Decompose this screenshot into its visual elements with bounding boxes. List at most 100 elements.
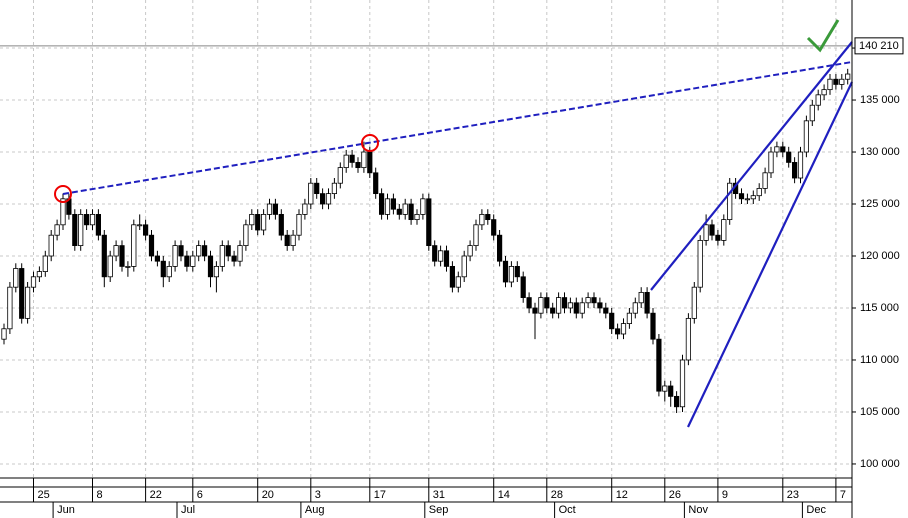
y-tick-label: 125 000	[860, 198, 900, 210]
month-label: Oct	[559, 504, 576, 516]
candle-body	[396, 208, 402, 215]
candle-body	[768, 151, 774, 174]
highlight-circle	[54, 185, 72, 203]
candle-body	[426, 198, 432, 247]
candle-body	[780, 146, 786, 153]
y-tick-label: 120 000	[860, 250, 900, 262]
candle-body	[349, 154, 355, 163]
axes: 100 000 105 000 110 000 115 000 120 000 125 0…	[33, 0, 904, 518]
candle-body	[833, 78, 839, 85]
candle-body	[792, 162, 798, 179]
candle-body	[361, 151, 367, 169]
candle-body	[178, 245, 184, 257]
candle-body	[384, 198, 391, 215]
candles	[1, 68, 851, 414]
candle-body	[414, 214, 420, 221]
candle-body	[13, 268, 19, 288]
candle-body	[803, 120, 810, 153]
candle-body	[113, 245, 119, 257]
candle-body	[620, 323, 627, 335]
candle-body	[190, 255, 196, 267]
candle-body	[455, 276, 461, 288]
candle-body	[284, 234, 290, 247]
candle-body	[48, 234, 54, 257]
candle-body	[420, 198, 426, 215]
candle-body	[196, 245, 202, 257]
candle-body	[827, 78, 833, 91]
candle-body	[278, 214, 284, 236]
y-tick-label: 145 000	[860, 0, 900, 2]
candle-body	[290, 234, 296, 247]
x-tick-label: 28	[551, 489, 563, 501]
candle-body	[615, 328, 621, 335]
candle-body	[668, 385, 674, 397]
candle-body	[260, 214, 267, 231]
candle-body	[125, 265, 131, 268]
candle-body	[19, 268, 25, 319]
candle-body	[703, 224, 709, 241]
candle-body	[166, 265, 172, 278]
candle-body	[266, 203, 273, 215]
candle-body	[296, 214, 302, 236]
candle-body	[437, 250, 444, 262]
x-tick-label: 31	[433, 489, 445, 501]
candle-body	[272, 203, 279, 215]
candle-body	[30, 276, 37, 288]
candle-body	[308, 182, 314, 205]
candle-body	[255, 214, 261, 231]
candle-body	[532, 307, 538, 314]
y-tick-label: 135 000	[860, 94, 900, 106]
candle-body	[237, 245, 243, 262]
candle-body	[249, 214, 255, 226]
candle-body	[137, 224, 143, 227]
candle-body	[567, 302, 574, 309]
candle-body	[367, 151, 373, 174]
candle-body	[119, 245, 125, 267]
candle-body	[709, 224, 715, 236]
candle-body	[343, 154, 349, 169]
candle-body	[378, 193, 385, 215]
candle-body	[721, 219, 727, 241]
candle-body	[685, 317, 692, 361]
candle-body	[520, 276, 526, 298]
candle-body	[715, 234, 721, 241]
level-box	[854, 37, 904, 55]
candle-body	[550, 307, 556, 314]
x-tick-label: 25	[38, 489, 50, 501]
candle-body	[101, 234, 107, 278]
candle-body	[160, 260, 166, 278]
candle-body	[207, 255, 214, 278]
candle-body	[556, 297, 562, 314]
candle-body	[638, 291, 644, 304]
candle-body	[479, 214, 485, 226]
candle-body	[319, 193, 326, 205]
candle-body	[89, 214, 96, 226]
y-tick-label: 105 000	[860, 406, 900, 418]
candle-body	[526, 297, 532, 309]
check-mark	[806, 19, 840, 53]
candle-body	[762, 172, 768, 189]
candle-body	[449, 265, 456, 288]
candle-body	[561, 297, 568, 309]
candle-body	[36, 271, 43, 278]
candle-body	[691, 286, 697, 319]
candle-body	[213, 265, 219, 278]
candle-body	[54, 224, 60, 236]
y-tick-label: 100 000	[860, 458, 900, 470]
candle-body	[585, 297, 591, 304]
x-tick-label: 3	[315, 489, 321, 501]
candle-body	[797, 151, 804, 179]
x-tick-label: 8	[97, 489, 103, 501]
candle-body	[809, 104, 815, 122]
candle-body	[72, 214, 78, 247]
y-tick-label: 130 000	[860, 146, 900, 158]
candle-body	[650, 312, 656, 340]
candle-body	[591, 297, 597, 304]
candle-body	[24, 286, 31, 319]
month-label: Aug	[305, 504, 325, 516]
candle-body	[679, 359, 686, 408]
x-tick-label: 23	[787, 489, 799, 501]
candle-body	[644, 291, 650, 314]
candle-body	[461, 255, 467, 278]
month-label: Nov	[688, 504, 708, 516]
